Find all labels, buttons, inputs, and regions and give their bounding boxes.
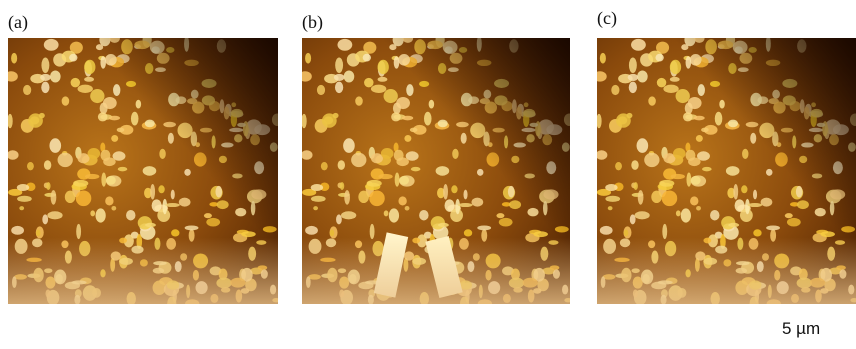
panel-label: (c) — [597, 8, 617, 29]
figure: (a) (b) (c) 5 µm — [0, 0, 856, 344]
afm-image — [4, 33, 282, 312]
flat-region — [597, 38, 856, 304]
flat-region — [8, 38, 278, 304]
afm-image — [593, 33, 856, 312]
scale-bar-label: 5 µm — [782, 319, 820, 338]
panel-label: (a) — [8, 12, 28, 33]
afm-image — [298, 33, 574, 312]
panel-label: (b) — [302, 12, 323, 33]
flat-region — [302, 38, 570, 304]
